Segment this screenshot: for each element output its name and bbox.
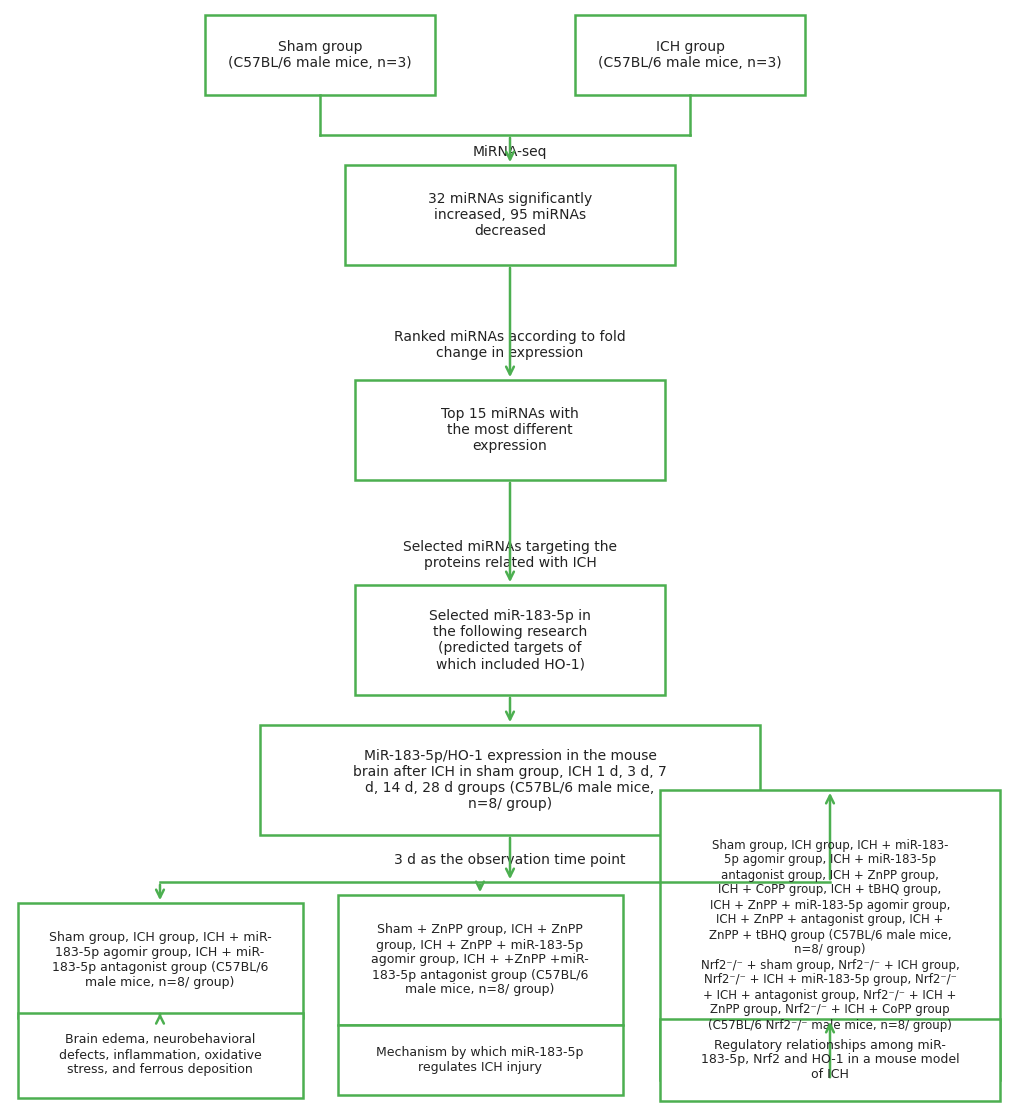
FancyBboxPatch shape [337,1025,622,1095]
FancyBboxPatch shape [17,1012,303,1097]
FancyBboxPatch shape [659,790,999,1080]
FancyBboxPatch shape [337,895,622,1025]
FancyBboxPatch shape [17,902,303,1018]
Text: Top 15 miRNAs with
the most different
expression: Top 15 miRNAs with the most different ex… [440,406,579,454]
Text: Mechanism by which miR-183-5p
regulates ICH injury: Mechanism by which miR-183-5p regulates … [376,1045,583,1074]
FancyBboxPatch shape [659,1019,999,1101]
FancyBboxPatch shape [355,380,664,480]
Text: Regulatory relationships among miR-
183-5p, Nrf2 and HO-1 in a mouse model
of IC: Regulatory relationships among miR- 183-… [700,1039,959,1082]
Text: Sham + ZnPP group, ICH + ZnPP
group, ICH + ZnPP + miR-183-5p
agomir group, ICH +: Sham + ZnPP group, ICH + ZnPP group, ICH… [371,924,588,997]
Text: Sham group
(C57BL/6 male mice, n=3): Sham group (C57BL/6 male mice, n=3) [228,40,412,70]
Text: Selected miR-183-5p in
the following research
(predicted targets of
which includ: Selected miR-183-5p in the following res… [429,608,590,671]
Text: ICH group
(C57BL/6 male mice, n=3): ICH group (C57BL/6 male mice, n=3) [597,40,781,70]
FancyBboxPatch shape [205,15,434,95]
Text: 3 d as the observation time point: 3 d as the observation time point [394,853,625,867]
Text: Selected miRNAs targeting the
proteins related with ICH: Selected miRNAs targeting the proteins r… [403,540,616,570]
Text: Sham group, ICH group, ICH + miR-
183-5p agomir group, ICH + miR-
183-5p antagon: Sham group, ICH group, ICH + miR- 183-5p… [49,931,271,989]
FancyBboxPatch shape [355,585,664,696]
Text: Brain edema, neurobehavioral
defects, inflammation, oxidative
stress, and ferrou: Brain edema, neurobehavioral defects, in… [58,1033,261,1076]
FancyBboxPatch shape [344,164,675,265]
Text: MiR-183-5p/HO-1 expression in the mouse
brain after ICH in sham group, ICH 1 d, : MiR-183-5p/HO-1 expression in the mouse … [353,749,666,811]
FancyBboxPatch shape [575,15,804,95]
Text: Ranked miRNAs according to fold
change in expression: Ranked miRNAs according to fold change i… [393,330,626,360]
Text: 32 miRNAs significantly
increased, 95 miRNAs
decreased: 32 miRNAs significantly increased, 95 mi… [427,192,592,238]
Text: Sham group, ICH group, ICH + miR-183-
5p agomir group, ICH + miR-183-5p
antagoni: Sham group, ICH group, ICH + miR-183- 5p… [700,839,959,1031]
FancyBboxPatch shape [260,725,759,835]
Text: MiRNA-seq: MiRNA-seq [472,145,547,159]
